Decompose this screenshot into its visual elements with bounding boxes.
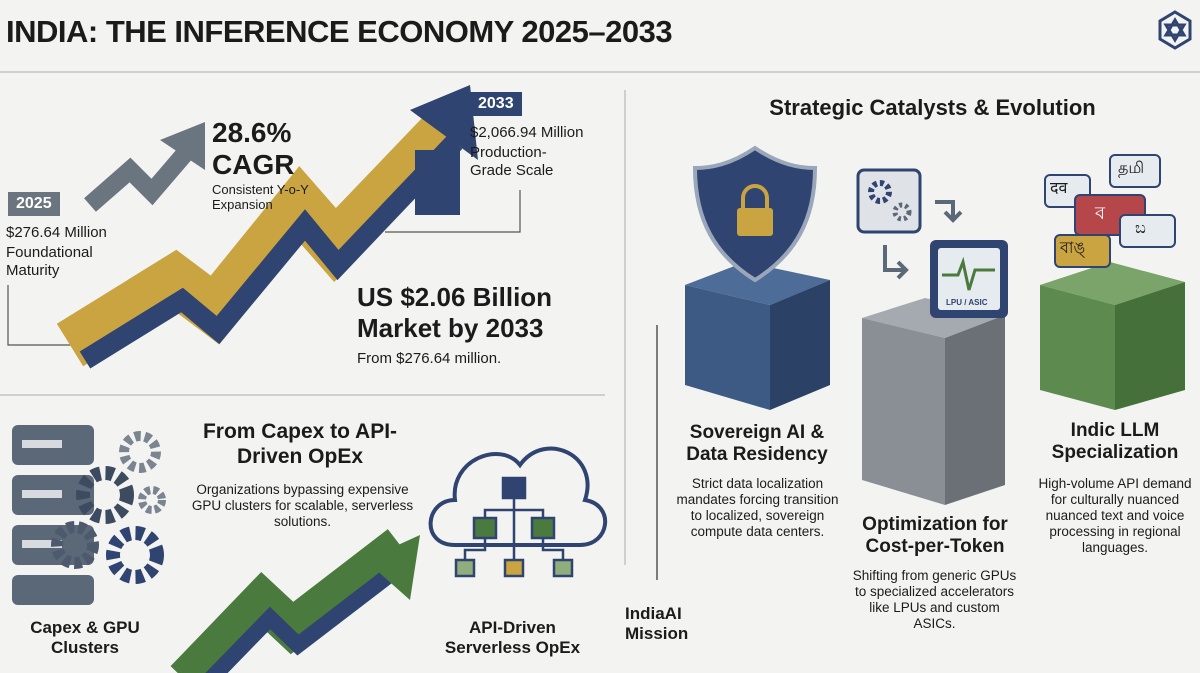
- cagr-arrow: [84, 144, 195, 212]
- year-tag: 2033: [470, 92, 522, 116]
- cloud-icon: [428, 446, 608, 547]
- item-title: Indic LLM Specialization: [1051, 420, 1179, 464]
- item-title: Optimization for Cost-per-Token: [862, 514, 1008, 558]
- value: $2,066.94 Million: [470, 124, 584, 141]
- lpu-chip: [930, 240, 1008, 318]
- section-title: From Capex to API-Driven OpEx: [202, 420, 398, 468]
- section-title: Strategic Catalysts & Evolution: [769, 95, 1096, 120]
- section-body: Organizations bypassing expensive GPU cl…: [191, 482, 414, 529]
- item-body: High-volume API demand for culturally nu…: [1038, 476, 1192, 555]
- gears: [51, 431, 166, 584]
- arrow-head: [365, 535, 420, 600]
- icon-label: API-Driven Serverless OpEx: [444, 618, 581, 658]
- icon-label: Capex & GPU Clusters: [30, 618, 140, 658]
- cube: [1040, 262, 1185, 410]
- value: $276.64 Million: [6, 224, 107, 241]
- flow-icon: [454, 476, 574, 578]
- lock-icon: [737, 184, 773, 236]
- speech-bubbles: [1044, 154, 1176, 268]
- cagr-value: 28.6%: [212, 117, 292, 148]
- arrow-base: [415, 150, 460, 215]
- script-text: दव: [1050, 180, 1068, 197]
- growth-arrow: [79, 135, 463, 369]
- arrow-head: [410, 85, 478, 160]
- arrow-head: [160, 122, 205, 170]
- item-body: Shifting from generic GPUs to specialize…: [852, 568, 1017, 631]
- chip-label: LPU / ASIC: [946, 298, 988, 307]
- server-icon: [12, 425, 94, 605]
- headline: US $2.06 Billion Market by 2033: [357, 282, 553, 343]
- label: Foundational Maturity: [6, 244, 93, 279]
- connector: [385, 190, 521, 233]
- cube: [862, 298, 1005, 505]
- label: Production-Grade Scale: [470, 144, 554, 179]
- shift-arrow: [205, 556, 410, 673]
- headline-note: From $276.64 million.: [357, 350, 502, 367]
- year-tag: 2025: [8, 192, 60, 216]
- flow-arrow: [935, 200, 963, 223]
- script-text: ಬ: [1135, 220, 1146, 237]
- script-text: ব: [1095, 203, 1106, 223]
- gear-chip: [856, 168, 922, 234]
- script-text: বাঙ্: [1060, 240, 1086, 257]
- growth-arrow: [56, 107, 469, 367]
- cube: [685, 262, 830, 410]
- script-text: தமி: [1118, 160, 1145, 177]
- cagr-note: Consistent Y-o-Y Expansion: [212, 182, 309, 213]
- flow-arrow: [883, 245, 909, 280]
- item-body: Strict data localization mandates forcin…: [676, 476, 839, 539]
- title: INDIA: THE INFERENCE ECONOMY 2025–2033: [6, 14, 673, 49]
- mission-label: IndiaAI Mission: [625, 604, 689, 644]
- item-title: Sovereign AI & Data Residency: [686, 422, 828, 466]
- logo: [1158, 10, 1192, 50]
- shift-arrow: [170, 529, 413, 673]
- connector: [7, 285, 75, 346]
- cagr-label: CAGR: [212, 149, 295, 180]
